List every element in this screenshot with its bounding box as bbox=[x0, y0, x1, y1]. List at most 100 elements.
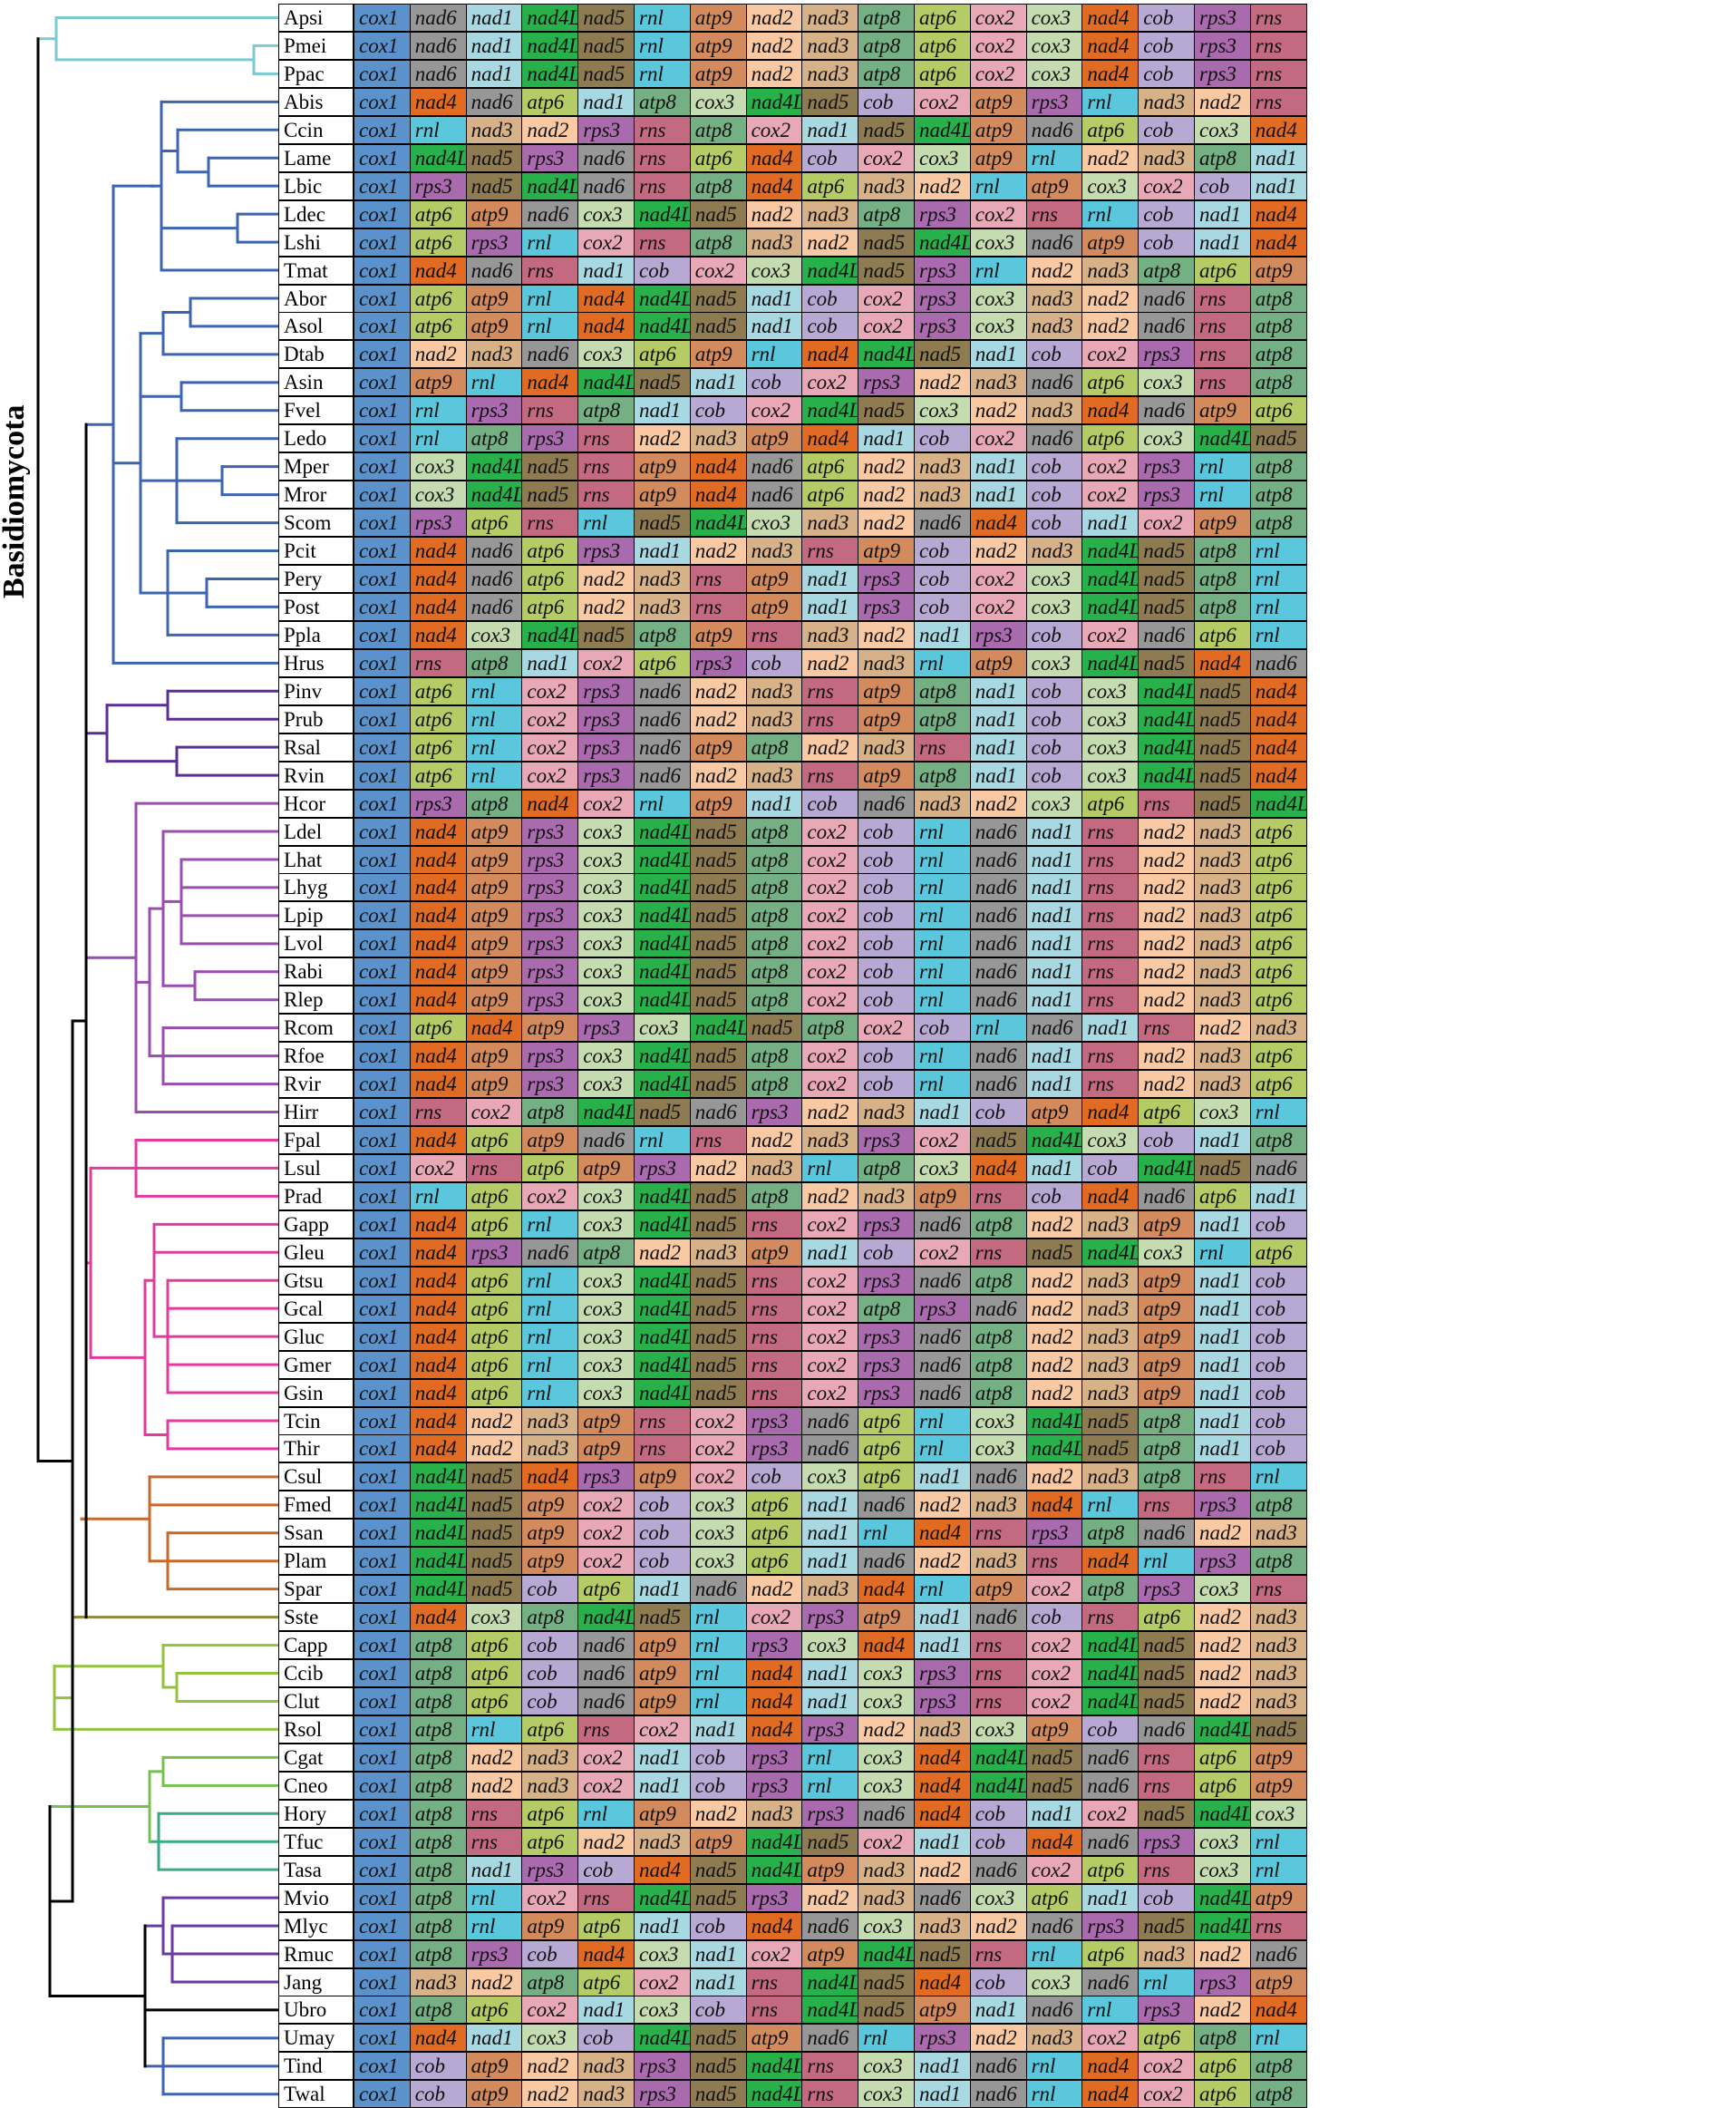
gene-cell: atp8 bbox=[914, 676, 971, 705]
gene-cell: atp9 bbox=[465, 845, 523, 874]
gene-cell: nad4 bbox=[409, 929, 467, 958]
gene-cell: nad1 bbox=[1081, 1014, 1140, 1043]
gene-cell: atp8 bbox=[409, 1799, 467, 1828]
gene-cell: nad5 bbox=[465, 1491, 523, 1520]
gene-cell: cox3 bbox=[969, 228, 1027, 257]
gene-cell: nad4L bbox=[577, 1603, 635, 1632]
gene-cell: rnl bbox=[689, 1631, 747, 1660]
gene-cell: nad1 bbox=[914, 2052, 971, 2081]
gene-cell: cox2 bbox=[969, 59, 1027, 88]
gene-cell: rns bbox=[745, 1996, 803, 2025]
gene-cell: nad5 bbox=[634, 368, 691, 397]
gene-cell: nad2 bbox=[1025, 1294, 1083, 1323]
gene-cell: cox2 bbox=[1138, 2080, 1195, 2108]
species-label: Gtsu bbox=[278, 1266, 354, 1295]
gene-cell: atp6 bbox=[521, 87, 579, 116]
gene-cell: cox1 bbox=[354, 1743, 411, 1772]
gene-cell: cox3 bbox=[1025, 565, 1083, 593]
gene-cell: nad5 bbox=[465, 1575, 523, 1604]
species-label: Ppla bbox=[278, 620, 354, 649]
gene-cell: nad1 bbox=[969, 1996, 1027, 2025]
gene-cell: atp9 bbox=[465, 2080, 523, 2108]
gene-cell: nad4 bbox=[1249, 1996, 1307, 2025]
gene-cell: cox2 bbox=[969, 592, 1027, 621]
species-label: Ldel bbox=[278, 817, 354, 846]
gene-cell: nad4 bbox=[914, 1771, 971, 1800]
gene-cell: nad3 bbox=[465, 115, 523, 144]
gene-cell: rps3 bbox=[858, 1266, 915, 1295]
gene-cell: cob bbox=[1025, 676, 1083, 705]
gene-cell: atp6 bbox=[1249, 1042, 1307, 1071]
gene-cell: nad4L bbox=[634, 929, 691, 958]
gene-cell: rps3 bbox=[858, 1378, 915, 1407]
gene-cell: cob bbox=[801, 789, 859, 818]
species-label: Lpip bbox=[278, 901, 354, 930]
species-label: Asin bbox=[278, 368, 354, 397]
gene-cell: atp9 bbox=[689, 733, 747, 762]
gene-cell: atp8 bbox=[689, 171, 747, 200]
gene-cell: nad3 bbox=[801, 199, 859, 228]
gene-cell: nad3 bbox=[1025, 284, 1083, 313]
gene-cell: nad5 bbox=[465, 171, 523, 200]
gene-cell: cob bbox=[858, 1070, 915, 1099]
gene-cell: atp9 bbox=[1138, 1266, 1195, 1295]
gene-cell: nad1 bbox=[634, 1911, 691, 1940]
gene-cell: rnl bbox=[465, 733, 523, 762]
gene-cell: cox2 bbox=[858, 284, 915, 313]
gene-cell: cox3 bbox=[1081, 733, 1140, 762]
gene-cell: cox2 bbox=[577, 228, 635, 257]
gene-cell: nad5 bbox=[689, 1266, 747, 1295]
gene-cell: rns bbox=[1138, 1491, 1195, 1520]
gene-cell: nad1 bbox=[914, 1827, 971, 1856]
gene-cell: nad4L bbox=[634, 199, 691, 228]
gene-cell: nad3 bbox=[577, 2052, 635, 2081]
gene-cell: cox3 bbox=[1025, 59, 1083, 88]
gene-cell: nad6 bbox=[914, 1322, 971, 1351]
gene-cell: nad4 bbox=[409, 1042, 467, 1071]
gene-cell: nad4 bbox=[465, 1014, 523, 1043]
gene-cell: nad4 bbox=[409, 1603, 467, 1632]
gene-cell: rns bbox=[1249, 1575, 1307, 1604]
gene-cell: cox2 bbox=[1081, 340, 1140, 369]
gene-cell: atp9 bbox=[465, 1070, 523, 1099]
gene-cell: atp9 bbox=[689, 31, 747, 60]
gene-cell: nad6 bbox=[914, 1883, 971, 1912]
gene-cell: cox3 bbox=[577, 986, 635, 1015]
gene-cell: nad4L bbox=[521, 620, 579, 649]
gene-cell: cox2 bbox=[634, 1715, 691, 1744]
gene-cell: rnl bbox=[1249, 537, 1307, 566]
gene-cell: atp6 bbox=[689, 143, 747, 172]
gene-cell: atp8 bbox=[745, 986, 803, 1015]
gene-cell: rnl bbox=[521, 1294, 579, 1323]
gene-cell: rnl bbox=[914, 901, 971, 930]
gene-cell: nad5 bbox=[1138, 592, 1195, 621]
gene-cell: nad2 bbox=[689, 537, 747, 566]
gene-cell: rns bbox=[969, 1519, 1027, 1548]
gene-cell: rps3 bbox=[577, 761, 635, 790]
gene-cell: atp6 bbox=[1249, 873, 1307, 902]
gene-cell: atp9 bbox=[745, 565, 803, 593]
gene-cell: cox2 bbox=[801, 901, 859, 930]
gene-cell: nad4 bbox=[858, 1575, 915, 1604]
gene-cell: cox2 bbox=[1138, 2052, 1195, 2081]
gene-cell: rns bbox=[634, 143, 691, 172]
gene-cell: nad5 bbox=[914, 340, 971, 369]
gene-cell: atp8 bbox=[577, 396, 635, 425]
gene-cell: atp6 bbox=[465, 1294, 523, 1323]
gene-cell: atp8 bbox=[1194, 537, 1251, 566]
gene-cell: nad1 bbox=[1194, 1322, 1251, 1351]
gene-cell: rps3 bbox=[745, 1406, 803, 1435]
gene-cell: nad6 bbox=[969, 986, 1027, 1015]
gene-cell: nad4 bbox=[409, 1209, 467, 1239]
gene-cell: nad5 bbox=[577, 31, 635, 60]
gene-cell: nad1 bbox=[914, 1631, 971, 1660]
gene-cell: cox1 bbox=[354, 704, 411, 733]
gene-cell: nad4 bbox=[409, 873, 467, 902]
gene-cell: rps3 bbox=[577, 1462, 635, 1491]
gene-cell: nad4L bbox=[1081, 648, 1140, 677]
gene-cell: cox2 bbox=[801, 1209, 859, 1239]
gene-cell: nad2 bbox=[1138, 957, 1195, 986]
gene-cell: rps3 bbox=[858, 1126, 915, 1154]
species-label: Rfoe bbox=[278, 1042, 354, 1071]
gene-cell: cox3 bbox=[577, 901, 635, 930]
